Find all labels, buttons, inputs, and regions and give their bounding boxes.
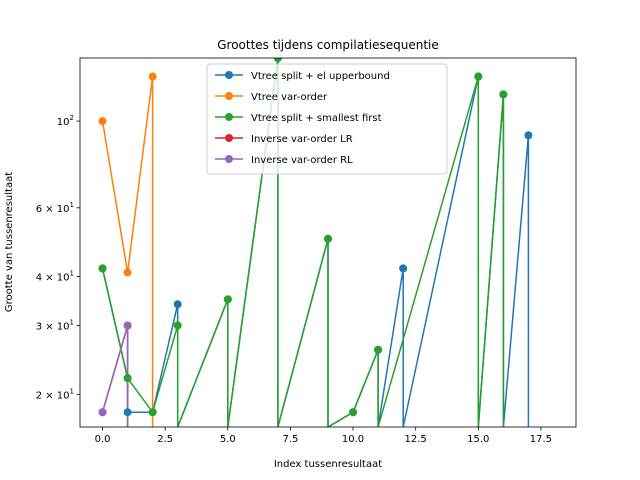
- data-point: [123, 408, 132, 417]
- y-tick-label: 102: [57, 114, 74, 128]
- y-tick-label: 6 × 101: [36, 201, 74, 215]
- legend-label: Inverse var-order RL: [251, 155, 353, 166]
- y-tick-exponent: 2: [70, 114, 74, 122]
- chart-title: Groottes tijdens compilatiesequentie: [217, 38, 439, 52]
- series-line: [101, 75, 154, 427]
- x-tick-label: 10.0: [342, 434, 364, 445]
- data-point: [499, 90, 508, 99]
- legend: Vtree split + el upperbound Vtree var-ord…: [206, 63, 448, 175]
- y-tick-base: 3 × 10: [36, 321, 70, 332]
- data-point: [148, 72, 157, 81]
- x-tick-label: 2.5: [157, 434, 173, 445]
- legend-marker: [225, 155, 233, 163]
- x-tick-label: 12.5: [405, 434, 427, 445]
- data-point: [399, 264, 408, 273]
- legend-box: [206, 63, 448, 175]
- x-tick-label: 7.5: [282, 434, 298, 445]
- data-point: [123, 321, 132, 330]
- x-tick-label: 17.5: [530, 434, 552, 445]
- data-point: [173, 321, 182, 330]
- legend-marker: [225, 92, 233, 100]
- x-axis: 0.0 2.5 5.0 7.5 10.0 12.5 15.0 17.5: [95, 427, 552, 445]
- y-tick-exponent: 1: [70, 201, 74, 209]
- y-axis-title: Grootte van tussenresultaat: [4, 172, 15, 312]
- data-point: [123, 374, 132, 383]
- data-point: [98, 264, 107, 273]
- legend-marker: [225, 71, 233, 79]
- series-line: [101, 58, 505, 427]
- x-tick-label: 15.0: [467, 434, 489, 445]
- x-axis-title: Index tussenresultaat: [274, 459, 382, 470]
- y-tick-label: 2 × 101: [36, 387, 74, 401]
- legend-label: Vtree split + smallest first: [251, 113, 382, 124]
- x-tick-label: 0.0: [95, 434, 111, 445]
- legend-marker: [225, 134, 233, 142]
- y-tick-exponent: 1: [70, 318, 74, 326]
- y-tick-base: 4 × 10: [36, 273, 70, 284]
- data-point: [273, 58, 282, 62]
- data-point: [98, 117, 107, 126]
- data-point: [123, 268, 132, 277]
- y-tick-base: 2 × 10: [36, 390, 70, 401]
- data-point: [98, 408, 107, 417]
- data-point: [324, 234, 332, 243]
- data-point: [524, 131, 533, 140]
- y-tick-base: 10: [57, 117, 70, 128]
- x-tick-label: 5.0: [220, 434, 236, 445]
- legend-label: Inverse var-order LR: [251, 134, 353, 145]
- y-tick-exponent: 1: [70, 387, 74, 395]
- legend-marker: [225, 113, 233, 121]
- data-point: [349, 408, 358, 417]
- data-point: [173, 300, 182, 309]
- legend-label: Vtree var-order: [251, 92, 328, 103]
- y-tick-label: 4 × 101: [36, 270, 74, 284]
- data-point: [223, 295, 232, 304]
- data-point: [148, 408, 157, 417]
- data-point: [374, 345, 383, 354]
- data-point: [474, 72, 483, 81]
- y-tick-base: 6 × 10: [36, 204, 70, 215]
- y-tick-exponent: 1: [70, 270, 74, 278]
- plot-frame: [79, 57, 577, 428]
- y-tick-label: 3 × 101: [36, 318, 74, 332]
- marker-layer: [98, 58, 533, 417]
- legend-label: Vtree split + el upperbound: [251, 71, 390, 82]
